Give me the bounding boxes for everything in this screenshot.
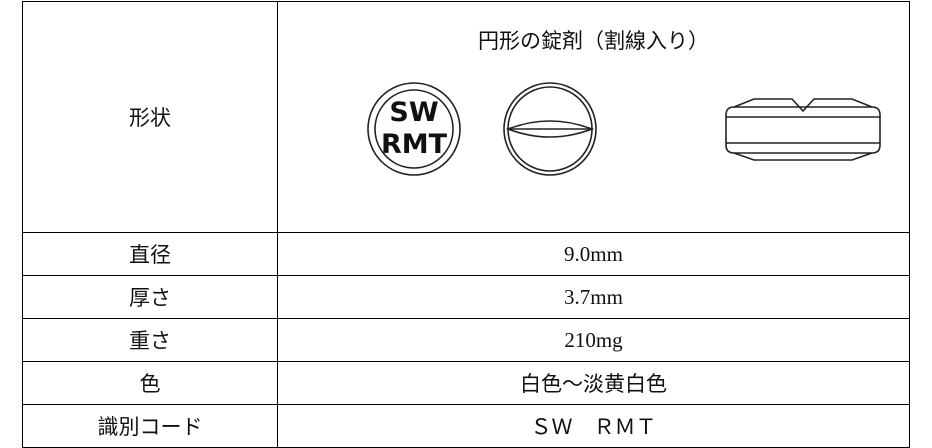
tablet-back-outer	[502, 82, 597, 176]
imprint-text: SW	[389, 97, 438, 128]
row-label: 形状	[22, 1, 278, 233]
table-row: 形状 円形の錠剤（割線入り） SW RMT	[22, 1, 910, 233]
imprint-text: RMT	[380, 129, 447, 160]
row-label: 識別コード	[22, 404, 278, 448]
row-value: ＳＷ ＲＭＴ	[277, 404, 910, 448]
row-value: 9.0mm	[277, 232, 910, 276]
table-body: 形状 円形の錠剤（割線入り） SW RMT 直径 9.0mm 厚さ 3.7mm 重さ 210mg 色…	[22, 1, 910, 448]
table-row: 識別コード ＳＷ ＲＭＴ	[22, 404, 910, 448]
table-row: 重さ 210mg	[22, 318, 910, 362]
row-value: 白色～淡黄白色	[277, 361, 910, 405]
side-top	[733, 98, 872, 113]
row-label: 色	[22, 361, 278, 405]
spec-table: 形状 円形の錠剤（割線入り） SW RMT 直径 9.0mm 厚さ 3.7mm 重さ 210mg 色…	[22, 1, 910, 448]
table-row: 厚さ 3.7mm	[22, 275, 910, 319]
row-label: 厚さ	[22, 275, 278, 319]
tablet-side	[724, 106, 881, 154]
tablet-front-outer	[366, 82, 461, 176]
table-row: 色白色～淡黄白色	[22, 361, 910, 405]
row-label: 重さ	[22, 318, 278, 362]
row-value: 210mg	[277, 318, 910, 362]
table-row: 直径 9.0mm	[22, 232, 910, 276]
row-value: 3.7mm	[277, 275, 910, 319]
side-bottom	[733, 152, 872, 161]
tablet-front-inner	[373, 89, 454, 169]
row-label: 直径	[22, 232, 278, 276]
shape-caption: 円形の錠剤（割線入り）	[478, 29, 709, 53]
row-value: 円形の錠剤（割線入り） SW RMT	[277, 1, 910, 233]
